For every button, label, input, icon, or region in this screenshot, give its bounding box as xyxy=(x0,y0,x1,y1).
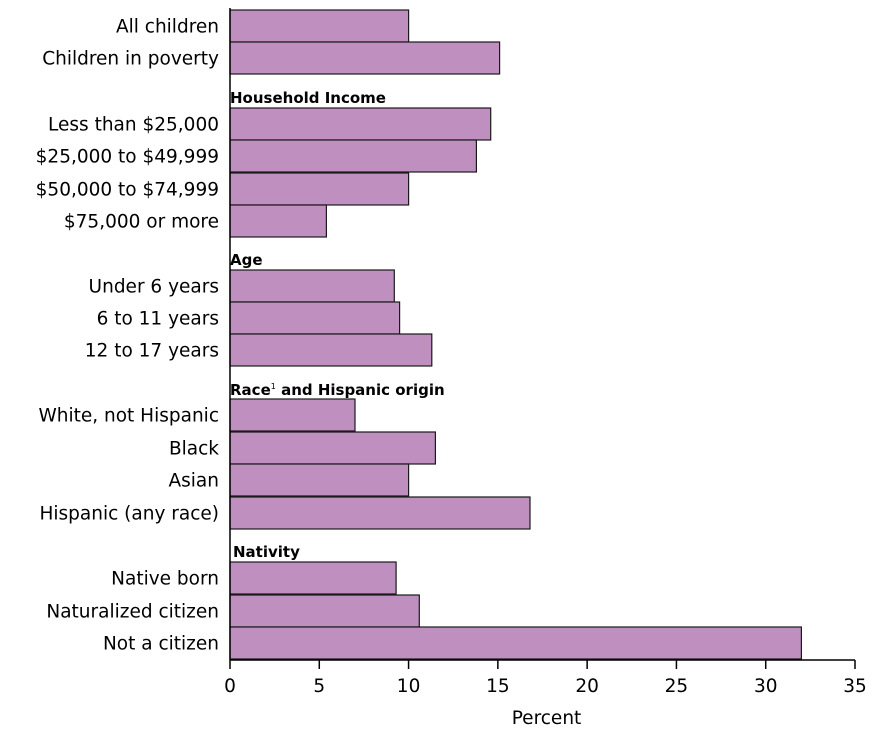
category-label: Children in poverty xyxy=(42,49,219,70)
group-title-1: Household Income xyxy=(230,89,386,107)
x-tick-label: 30 xyxy=(754,676,778,697)
category-label: 6 to 11 years xyxy=(97,309,219,330)
x-tick-label: 15 xyxy=(486,676,510,697)
bar-4-1 xyxy=(229,594,420,628)
bar-1-2 xyxy=(229,172,410,206)
bars-layer: All children Children in poverty Household… xyxy=(36,9,803,660)
bar-3-3 xyxy=(229,496,531,530)
category-label: Native born xyxy=(111,569,219,590)
group-title-text: Race xyxy=(230,381,271,399)
group-title-text: Household Income xyxy=(230,89,386,107)
bar-1-3 xyxy=(229,204,328,238)
category-label: White, not Hispanic xyxy=(38,406,219,427)
category-label: $50,000 to $74,999 xyxy=(36,180,219,201)
bar-2-0 xyxy=(229,269,395,303)
group-title-3: Race1 and Hispanic origin xyxy=(230,381,445,399)
category-label: Naturalized citizen xyxy=(46,602,219,623)
category-label: 12 to 17 years xyxy=(85,341,219,362)
bar-0-1 xyxy=(229,41,501,75)
bar-2-2 xyxy=(229,333,433,367)
bar-2-1 xyxy=(229,301,401,335)
x-tick-label: 20 xyxy=(575,676,599,697)
x-tick-label: 25 xyxy=(665,676,689,697)
bar-1-1 xyxy=(229,139,477,173)
group-title-text: Nativity xyxy=(233,543,300,561)
category-label: $75,000 or more xyxy=(64,212,219,233)
category-label: $25,000 to $49,999 xyxy=(36,147,219,168)
bar-0-0 xyxy=(229,9,410,43)
x-tick-label: 35 xyxy=(843,676,867,697)
bar-4-2 xyxy=(229,626,803,660)
group-title-text-rest: and Hispanic origin xyxy=(276,381,445,399)
bar-3-2 xyxy=(229,463,410,497)
category-label: Hispanic (any race) xyxy=(39,504,219,525)
bar-1-0 xyxy=(229,107,492,141)
bar-4-0 xyxy=(229,561,397,595)
x-axis-title: Percent xyxy=(512,708,582,729)
bar-3-1 xyxy=(229,431,436,465)
group-title-4: Nativity xyxy=(233,543,300,561)
category-label: Under 6 years xyxy=(89,277,219,298)
bar-3-0 xyxy=(229,398,356,432)
x-tick-label: 5 xyxy=(313,676,325,697)
group-title-2: Age xyxy=(230,251,263,269)
x-tick-label: 10 xyxy=(397,676,421,697)
category-label: All children xyxy=(116,17,219,38)
category-label: Less than $25,000 xyxy=(48,115,219,136)
group-title-footnote-mark: 1 xyxy=(271,382,276,391)
category-label: Asian xyxy=(169,471,220,492)
group-title-text: Age xyxy=(230,251,263,269)
x-axis: 0 5 10 15 20 25 30 35 Percent xyxy=(224,8,867,729)
category-label: Not a citizen xyxy=(103,634,219,655)
x-tick-label: 0 xyxy=(224,676,236,697)
category-label: Black xyxy=(169,439,219,460)
